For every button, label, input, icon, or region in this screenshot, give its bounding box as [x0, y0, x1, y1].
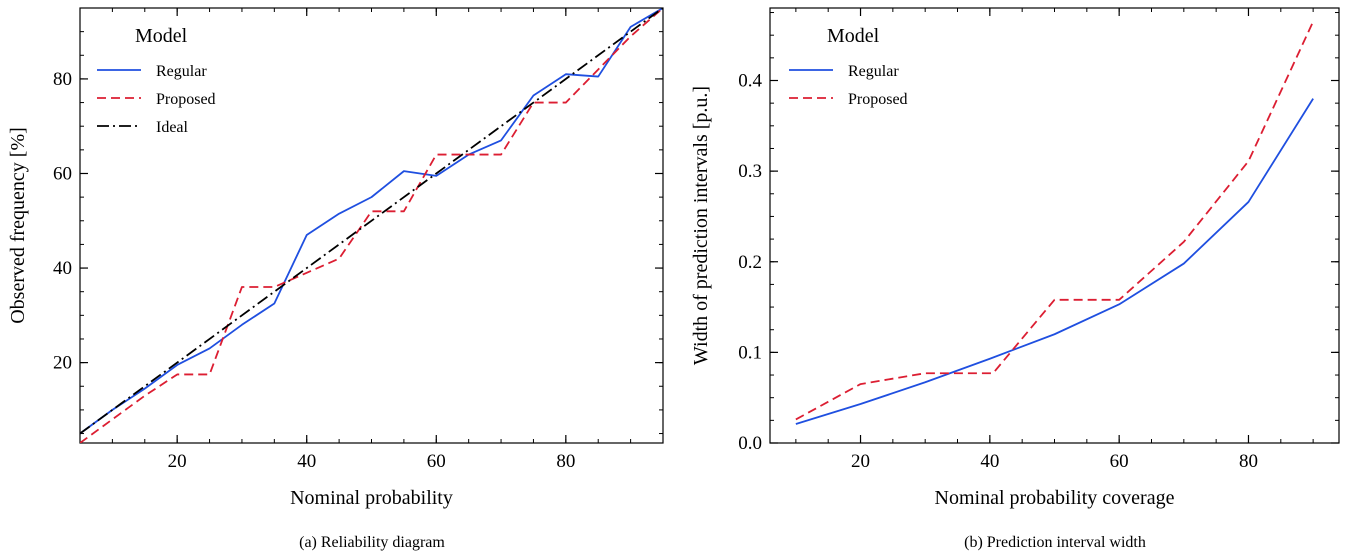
x-tick-label: 40 — [980, 451, 999, 472]
series-line-ideal — [80, 8, 663, 435]
x-tick-label: 80 — [556, 451, 575, 472]
panel-caption: (a) Reliability diagram — [299, 534, 445, 551]
panel-caption: (b) Prediction interval width — [964, 534, 1146, 551]
series-line-proposed — [795, 21, 1314, 421]
y-tick-label: 0.4 — [738, 71, 762, 92]
y-tick-label: 0.0 — [738, 433, 762, 454]
x-tick-label: 60 — [427, 451, 446, 472]
y-tick-label: 0.3 — [738, 161, 762, 182]
x-tick-label: 20 — [851, 451, 870, 472]
legend-label-regular: Regular — [156, 63, 207, 80]
y-tick-label: 0.2 — [738, 252, 762, 273]
y-axis-title: Observed frequency [%] — [7, 127, 29, 324]
x-tick-label: 40 — [297, 451, 316, 472]
y-tick-label: 60 — [53, 163, 72, 184]
legend-label-regular: Regular — [848, 63, 899, 80]
legend-label-proposed: Proposed — [848, 91, 908, 108]
series-line-regular — [795, 98, 1314, 425]
y-axis-title: Width of prediction intervals [p.u.] — [690, 86, 712, 365]
reliability-diagram-panel: 20 40 60 80 20 40 60 80 Nominal probability Obser… — [7, 7, 664, 551]
legend-title: Model — [135, 25, 188, 47]
x-axis-title: Nominal probability coverage — [935, 487, 1175, 509]
y-tick-label: 40 — [53, 258, 72, 279]
legend: Model Regular Proposed — [789, 25, 908, 108]
x-tick-label: 20 — [168, 451, 187, 472]
legend-label-proposed: Proposed — [156, 91, 216, 108]
x-axis-title: Nominal probability — [290, 487, 453, 509]
interval-width-panel: 20 40 60 80 0.0 0.1 0.2 0.3 0.4 Nominal probabili… — [690, 7, 1340, 551]
series-line-regular — [80, 8, 663, 435]
y-tick-label: 80 — [53, 69, 72, 90]
y-tick-label: 20 — [53, 353, 72, 374]
x-tick-label: 80 — [1239, 451, 1258, 472]
legend-label-ideal: Ideal — [156, 119, 189, 136]
legend: Model Regular Proposed Ideal — [97, 25, 216, 136]
x-tick-label: 60 — [1110, 451, 1129, 472]
y-tick-label: 0.1 — [738, 342, 762, 363]
series-group — [80, 8, 663, 443]
legend-title: Model — [827, 25, 880, 47]
series-group — [795, 21, 1314, 425]
series-line-proposed — [80, 8, 663, 443]
